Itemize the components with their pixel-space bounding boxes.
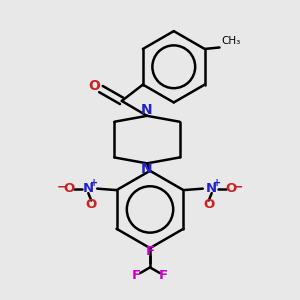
Text: F: F: [132, 269, 141, 282]
Text: N: N: [141, 162, 153, 176]
Text: N: N: [83, 182, 94, 195]
Text: N: N: [206, 182, 217, 195]
Text: +: +: [90, 178, 98, 188]
Text: O: O: [88, 79, 101, 92]
Text: N: N: [141, 103, 153, 118]
Text: O: O: [225, 182, 237, 195]
Text: −: −: [232, 181, 243, 194]
Text: +: +: [213, 178, 221, 188]
Text: −: −: [57, 181, 68, 194]
Text: O: O: [85, 199, 97, 212]
Text: F: F: [146, 245, 154, 258]
Text: CH₃: CH₃: [221, 36, 240, 46]
Text: F: F: [159, 269, 168, 282]
Text: O: O: [203, 199, 214, 212]
Text: O: O: [63, 182, 75, 195]
